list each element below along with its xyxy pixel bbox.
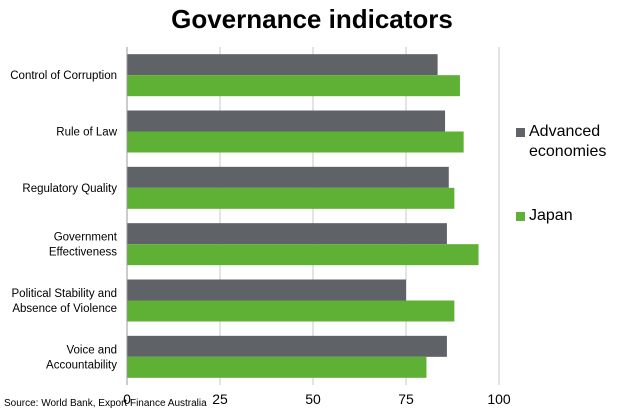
chart-title: Governance indicators bbox=[171, 4, 453, 34]
x-tick-label-50: 50 bbox=[305, 391, 321, 407]
bar-advanced-economies-government-effectiveness bbox=[127, 223, 447, 245]
bar-japan-government-effectiveness bbox=[127, 244, 479, 266]
bar-advanced-economies-regulatory-quality bbox=[127, 166, 449, 188]
category-label-rule-of-law: Rule of Law bbox=[56, 127, 117, 139]
bar-japan-control-of-corruption bbox=[127, 75, 460, 97]
category-label-political-stability-and-absence-of-violence: Political Stability and Absence of Violen… bbox=[12, 288, 117, 315]
bar-advanced-economies-control-of-corruption bbox=[127, 54, 438, 76]
x-tick-labels: 0 25 50 75 100 bbox=[123, 391, 511, 407]
legend-swatch-advanced-economies bbox=[516, 128, 525, 137]
bar-advanced-economies-rule-of-law bbox=[127, 110, 446, 132]
legend-swatch-japan bbox=[516, 212, 525, 221]
category-labels: Control of Corruption Rule of Law Regulato… bbox=[10, 70, 118, 371]
x-tick-label-75: 75 bbox=[398, 391, 414, 407]
bars bbox=[127, 54, 479, 378]
legend-label-japan: Japan bbox=[529, 207, 573, 224]
bar-advanced-economies-voice-and-accountability bbox=[127, 335, 447, 357]
category-label-control-of-corruption: Control of Corruption bbox=[10, 70, 117, 82]
bar-japan-rule-of-law bbox=[127, 131, 464, 153]
legend-label-advanced-economies: Advanced economies bbox=[529, 123, 607, 160]
bar-japan-voice-and-accountability bbox=[127, 356, 427, 378]
bar-advanced-economies-political-stability-and-absence-of-violence bbox=[127, 279, 406, 301]
x-tick-label-0: 0 bbox=[123, 391, 131, 407]
category-label-regulatory-quality: Regulatory Quality bbox=[22, 183, 117, 195]
bar-japan-political-stability-and-absence-of-violence bbox=[127, 300, 455, 322]
x-tick-label-25: 25 bbox=[212, 391, 228, 407]
category-label-voice-and-accountability: Voice and Accountability bbox=[46, 344, 117, 371]
category-label-government-effectiveness: Government Effectiveness bbox=[49, 232, 118, 259]
source-note: Source: World Bank, Export Finance Austr… bbox=[4, 398, 207, 409]
gridlines bbox=[219, 47, 500, 385]
x-tick-label-100: 100 bbox=[487, 391, 511, 407]
bar-japan-regulatory-quality bbox=[127, 187, 455, 209]
